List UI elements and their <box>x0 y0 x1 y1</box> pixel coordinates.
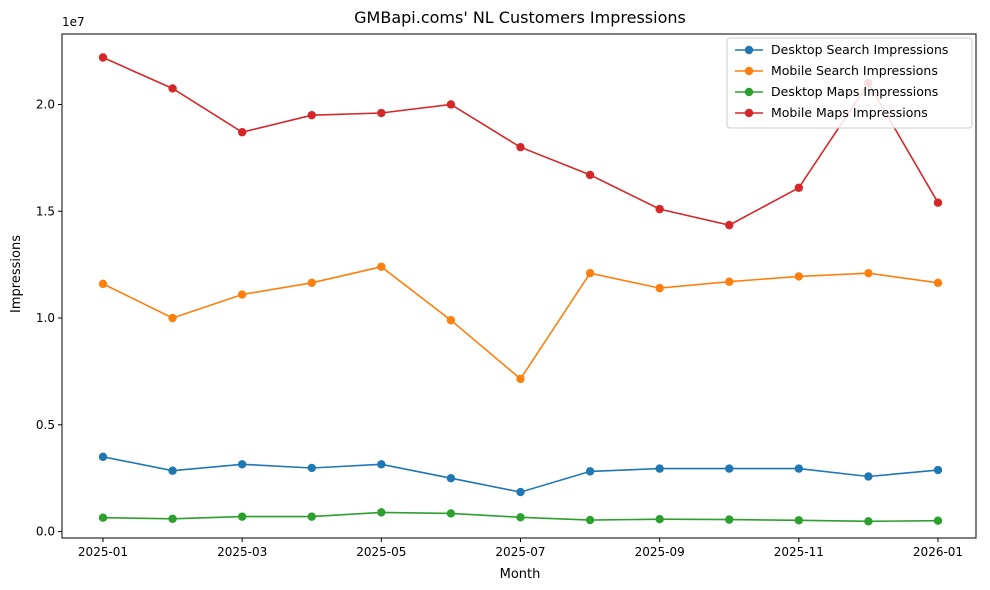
data-point <box>725 220 734 230</box>
data-point <box>307 463 316 473</box>
data-point <box>98 452 108 462</box>
legend: Desktop Search Impressions Mobile Search … <box>726 37 973 129</box>
plot-frame <box>61 33 977 539</box>
data-point <box>516 513 525 522</box>
series-lines <box>98 53 943 526</box>
legend-label: Mobile Search Impressions <box>771 63 938 78</box>
data-point <box>377 508 386 517</box>
data-point <box>864 472 873 481</box>
data-point <box>864 268 873 278</box>
data-point <box>98 513 108 522</box>
y-tick-label: 2.0 <box>36 97 55 111</box>
data-point <box>237 290 247 299</box>
series-group <box>98 508 943 526</box>
data-point <box>725 464 734 473</box>
x-tick-label: 2025-07 <box>495 545 545 559</box>
x-tick-label: 2025-05 <box>356 545 406 559</box>
data-point <box>377 262 386 271</box>
y-axis-label: Impressions <box>9 235 24 313</box>
x-tick-label: 2025-09 <box>635 545 685 559</box>
axes: 0.0 0.5 1.0 1.5 2.0 2025-01 2025-03 2025-05 2025… <box>36 33 977 559</box>
y-axis-offset-label: 1e7 <box>62 15 85 29</box>
series-group <box>98 452 943 497</box>
legend-marker <box>744 66 754 76</box>
legend-label: Desktop Search Impressions <box>771 42 948 57</box>
legend-marker <box>744 108 754 118</box>
x-tick-label: 2025-01 <box>78 545 128 559</box>
x-tick-label: 2025-11 <box>774 545 824 559</box>
legend-marker <box>744 87 754 97</box>
data-point <box>446 474 456 483</box>
x-tick-label: 2025-03 <box>217 545 267 559</box>
data-point <box>585 515 595 525</box>
legend-box <box>726 37 973 129</box>
data-point <box>585 170 595 180</box>
data-point <box>794 272 804 281</box>
data-point <box>237 512 247 521</box>
x-axis-label: Month <box>500 567 541 582</box>
y-tick-label: 0.5 <box>36 418 55 432</box>
data-point <box>725 277 734 286</box>
data-point <box>98 279 108 289</box>
data-point <box>237 128 247 137</box>
data-point <box>933 198 943 207</box>
data-point <box>307 278 316 287</box>
data-point <box>933 278 943 287</box>
data-point <box>864 517 873 526</box>
y-tick-label: 1.5 <box>36 204 55 218</box>
data-point <box>307 512 316 521</box>
y-tick-label: 0.0 <box>36 525 55 539</box>
data-point <box>168 514 177 523</box>
data-point <box>377 460 386 469</box>
data-point <box>585 467 595 476</box>
data-point <box>585 268 595 278</box>
data-point <box>655 204 664 214</box>
data-point <box>377 108 386 118</box>
data-point <box>168 84 177 93</box>
data-point <box>516 142 525 152</box>
data-point <box>168 466 177 475</box>
series-group <box>98 262 943 384</box>
data-point <box>237 460 247 469</box>
data-point <box>933 516 943 525</box>
legend-label: Desktop Maps Impressions <box>771 84 938 99</box>
data-point <box>516 487 525 497</box>
data-point <box>794 516 804 525</box>
legend-label: Mobile Maps Impressions <box>771 105 928 120</box>
data-point <box>655 464 664 473</box>
x-tick-label: 2026-01 <box>913 545 963 559</box>
data-point <box>655 515 664 524</box>
y-tick-label: 1.0 <box>36 311 55 325</box>
data-point <box>307 110 316 120</box>
series-group <box>98 53 943 230</box>
legend-marker <box>744 45 754 55</box>
data-point <box>655 283 664 293</box>
data-point <box>446 509 456 518</box>
data-point <box>168 313 177 323</box>
data-point <box>446 100 456 109</box>
data-point <box>446 315 456 325</box>
data-point <box>98 53 108 62</box>
data-point <box>794 464 804 473</box>
data-point <box>516 374 525 384</box>
chart-title: GMBapi.coms' NL Customers Impressions <box>354 8 686 27</box>
data-point <box>725 515 734 524</box>
data-point <box>933 465 943 475</box>
data-point <box>794 183 804 192</box>
